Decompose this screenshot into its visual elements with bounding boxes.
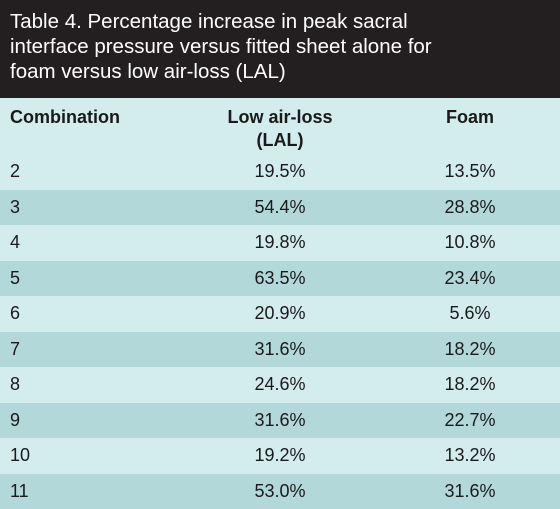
cell-foam: 5.6% [380, 296, 560, 332]
cell-lal: 63.5% [180, 260, 380, 296]
cell-lal: 24.6% [180, 367, 380, 403]
table-header: Combination Low air-loss (LAL) Foam [0, 98, 560, 154]
header-foam: Foam [380, 98, 560, 154]
cell-combination: 3 [0, 189, 180, 225]
table-row: 5 63.5% 23.4% [0, 260, 560, 296]
table-row: 10 19.2% 13.2% [0, 438, 560, 474]
table-row: 8 24.6% 18.2% [0, 367, 560, 403]
cell-combination: 4 [0, 225, 180, 261]
table-title-line: foam versus low air-loss (LAL) [10, 60, 286, 83]
table-title: Table 4. Percentage increase in peak sac… [0, 0, 560, 98]
cell-combination: 9 [0, 402, 180, 438]
table-row: 2 19.5% 13.5% [0, 154, 560, 190]
data-table: Combination Low air-loss (LAL) Foam 2 19… [0, 98, 560, 509]
cell-combination: 2 [0, 154, 180, 190]
cell-combination: 5 [0, 260, 180, 296]
cell-combination: 10 [0, 438, 180, 474]
cell-foam: 18.2% [380, 367, 560, 403]
cell-lal: 31.6% [180, 402, 380, 438]
cell-foam: 22.7% [380, 402, 560, 438]
table-row: 9 31.6% 22.7% [0, 402, 560, 438]
cell-foam: 18.2% [380, 331, 560, 367]
cell-foam: 23.4% [380, 260, 560, 296]
table-row: 3 54.4% 28.8% [0, 189, 560, 225]
cell-foam: 28.8% [380, 189, 560, 225]
header-low-air-loss: Low air-loss (LAL) [180, 98, 380, 154]
cell-lal: 31.6% [180, 331, 380, 367]
table-row: 4 19.8% 10.8% [0, 225, 560, 261]
cell-foam: 10.8% [380, 225, 560, 261]
table-row: 11 53.0% 31.6% [0, 473, 560, 509]
cell-lal: 19.8% [180, 225, 380, 261]
cell-lal: 19.5% [180, 154, 380, 190]
header-row: Combination Low air-loss (LAL) Foam [0, 98, 560, 154]
cell-foam: 13.5% [380, 154, 560, 190]
table-row: 7 31.6% 18.2% [0, 331, 560, 367]
cell-lal: 54.4% [180, 189, 380, 225]
cell-lal: 20.9% [180, 296, 380, 332]
table-row: 6 20.9% 5.6% [0, 296, 560, 332]
cell-lal: 19.2% [180, 438, 380, 474]
cell-foam: 31.6% [380, 473, 560, 509]
cell-lal: 53.0% [180, 473, 380, 509]
header-low-air-loss-line2: (LAL) [256, 130, 304, 150]
cell-foam: 13.2% [380, 438, 560, 474]
header-low-air-loss-line1: Low air-loss [227, 107, 333, 127]
cell-combination: 11 [0, 473, 180, 509]
table-title-line: Table 4. Percentage increase in peak sac… [10, 10, 408, 33]
cell-combination: 8 [0, 367, 180, 403]
cell-combination: 7 [0, 331, 180, 367]
cell-combination: 6 [0, 296, 180, 332]
header-combination: Combination [0, 98, 180, 154]
table-body: 2 19.5% 13.5% 3 54.4% 28.8% 4 19.8% 10.8… [0, 154, 560, 509]
table-title-line: interface pressure versus fitted sheet a… [10, 35, 432, 58]
